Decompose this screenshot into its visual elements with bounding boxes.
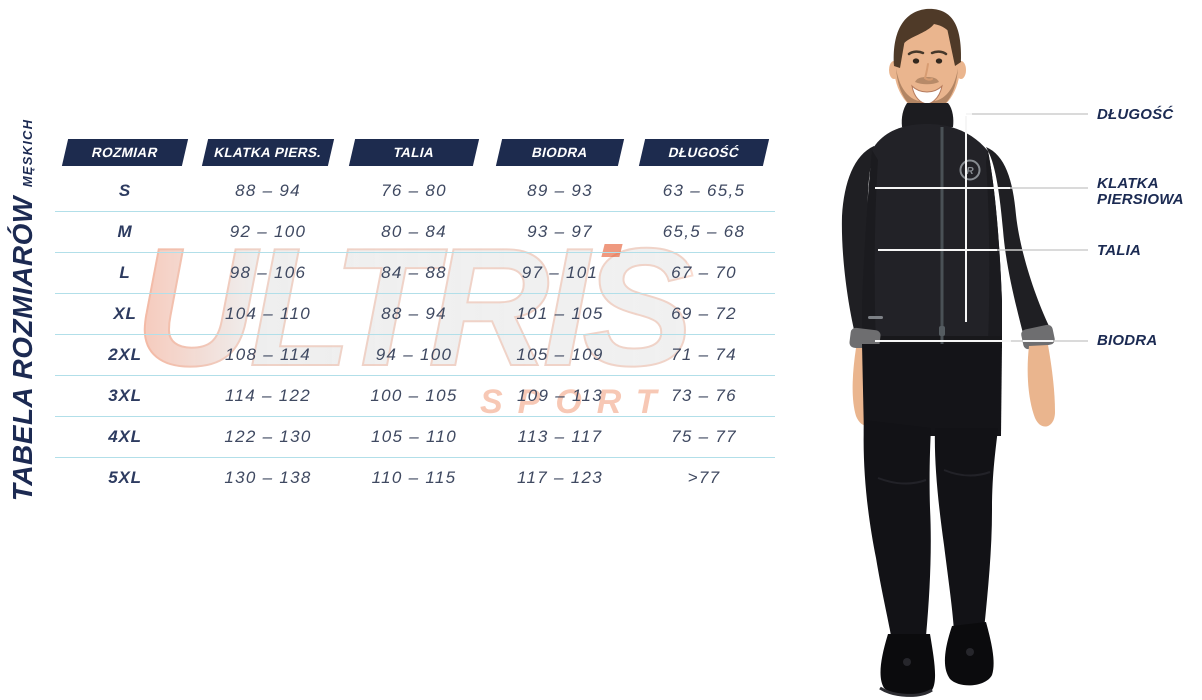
cell-chest: 108 – 114 <box>224 345 312 364</box>
cell-hips: 113 – 117 <box>517 427 603 446</box>
cell-length: 71 – 74 <box>671 345 737 364</box>
cell-size: 3XL <box>108 386 142 405</box>
cell-waist: 105 – 110 <box>370 427 458 446</box>
vertical-title: TABELA ROZMIARÓW MĘSKICH <box>7 119 53 501</box>
cell-size: L <box>119 263 131 282</box>
column-header-dlugosc: DŁUGOŚĆ <box>638 139 770 166</box>
cell-size: 4XL <box>108 427 142 446</box>
column-header-talia: TALIA <box>348 139 480 166</box>
cell-chest: 104 – 110 <box>224 304 312 323</box>
column-header-klatka: KLATKA PIERS. <box>201 139 335 166</box>
cell-hips: 117 – 123 <box>516 468 604 487</box>
cell-waist: 88 – 94 <box>381 304 447 323</box>
vertical-title-main: TABELA ROZMIARÓW <box>7 196 38 502</box>
cell-size: 5XL <box>108 468 142 487</box>
table-row-2xl: 2XL 108 – 114 94 – 100 105 – 109 71 – 74 <box>55 335 775 376</box>
model-hair <box>893 8 962 66</box>
cell-length: 67 – 70 <box>671 263 737 282</box>
cell-chest: 98 – 106 <box>229 263 307 282</box>
cell-length: 65,5 – 68 <box>662 222 746 241</box>
cell-waist: 100 – 105 <box>370 386 458 405</box>
figure-label-length: DŁUGOŚĆ <box>1097 106 1174 123</box>
column-header-biodra: BIODRA <box>495 139 625 166</box>
figure-label-chest: KLATKA PIERSIOWA <box>1097 175 1184 208</box>
table-row-s: S 88 – 94 76 – 80 89 – 93 63 – 65,5 <box>55 171 775 212</box>
model-right-arm <box>986 147 1051 341</box>
cell-length: 75 – 77 <box>671 427 737 446</box>
measurement-lines <box>875 113 1088 342</box>
table-row-3xl: 3XL 114 – 122 100 – 105 109 – 113 73 – 7… <box>55 376 775 417</box>
jacket-logo-icon <box>959 159 981 181</box>
table-row-xl: XL 104 – 110 88 – 94 101 – 105 69 – 72 <box>55 294 775 335</box>
cell-size: M <box>117 222 133 241</box>
model-smile <box>911 84 943 105</box>
vertical-title-sub: MĘSKICH <box>20 118 35 188</box>
cell-hips: 101 – 105 <box>516 304 604 323</box>
cell-waist: 76 – 80 <box>381 181 447 200</box>
cell-hips: 89 – 93 <box>527 181 593 200</box>
figure-label-hips: BIODRA <box>1097 332 1158 349</box>
table-row-l: L 98 – 106 84 – 88 97 – 101 67 – 70 <box>55 253 775 294</box>
cell-hips: 105 – 109 <box>516 345 604 364</box>
cell-hips: 97 – 101 <box>521 263 599 282</box>
size-table: ROZMIAR KLATKA PIERS. TALIA BIODRA DŁUGO… <box>55 139 775 498</box>
table-row-4xl: 4XL 122 – 130 105 – 110 113 – 117 75 – 7… <box>55 417 775 458</box>
column-header-rozmiar: ROZMIAR <box>61 139 189 166</box>
cell-size: XL <box>113 304 137 323</box>
cell-length: 69 – 72 <box>671 304 737 323</box>
cell-size: S <box>118 181 132 200</box>
figure-label-waist: TALIA <box>1097 242 1142 259</box>
model-body: R <box>841 8 1055 697</box>
table-header-row: ROZMIAR KLATKA PIERS. TALIA BIODRA DŁUGO… <box>55 139 775 166</box>
cell-chest: 88 – 94 <box>235 181 301 200</box>
cell-length: >77 <box>687 468 721 487</box>
svg-text:R: R <box>966 166 974 177</box>
cell-chest: 114 – 122 <box>224 386 312 405</box>
cell-chest: 92 – 100 <box>229 222 307 241</box>
cell-waist: 110 – 115 <box>371 468 457 487</box>
cell-waist: 80 – 84 <box>381 222 447 241</box>
cell-chest: 130 – 138 <box>224 468 312 487</box>
table-row-5xl: 5XL 130 – 138 110 – 115 117 – 123 >77 <box>55 458 775 498</box>
cell-length: 63 – 65,5 <box>662 181 746 200</box>
cell-waist: 94 – 100 <box>375 345 453 364</box>
cell-size: 2XL <box>108 345 142 364</box>
model-jacket <box>862 124 1002 344</box>
cell-waist: 84 – 88 <box>381 263 447 282</box>
cell-hips: 93 – 97 <box>527 222 593 241</box>
table-row-m: M 92 – 100 80 – 84 93 – 97 65,5 – 68 <box>55 212 775 253</box>
cell-chest: 122 – 130 <box>224 427 312 446</box>
cell-length: 73 – 76 <box>671 386 737 405</box>
model-photo: R <box>841 8 1088 697</box>
cell-hips: 109 – 113 <box>516 386 604 405</box>
model-tights <box>862 344 1002 436</box>
